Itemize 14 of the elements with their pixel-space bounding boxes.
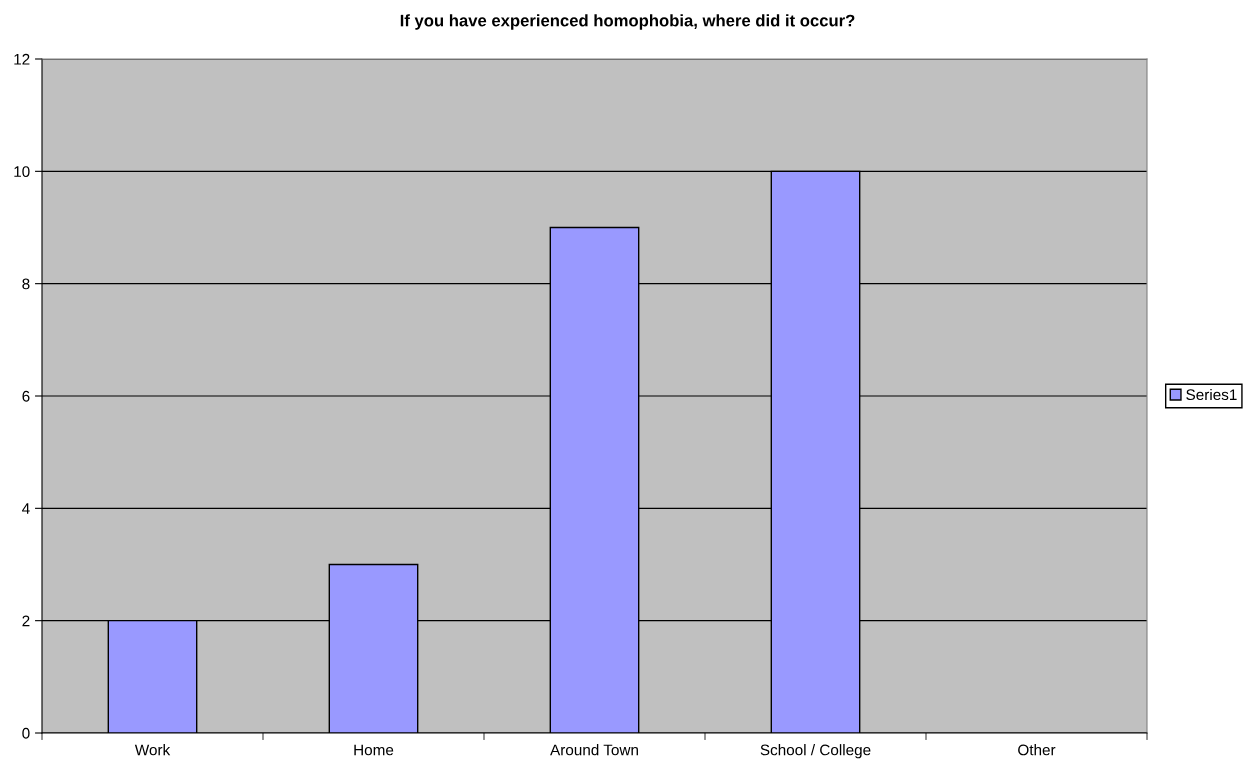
y-tick-label: 0 bbox=[22, 727, 30, 739]
x-tick-label: Work bbox=[134, 744, 171, 756]
y-tick-label: 10 bbox=[14, 166, 30, 178]
y-tick-label: 2 bbox=[22, 615, 30, 627]
y-tick-label: 4 bbox=[22, 503, 30, 514]
y-tick-label: 12 bbox=[14, 53, 30, 65]
x-tick-label: Around Town bbox=[550, 744, 638, 756]
x-tick-label: School / College bbox=[760, 744, 871, 759]
x-tick-label: Other bbox=[1018, 744, 1056, 756]
chart-title: If you have experienced homophobia, where did it occur? bbox=[400, 14, 855, 30]
x-tick-label: Home bbox=[354, 744, 394, 756]
y-tick-label: 8 bbox=[22, 278, 30, 290]
y-tick-label: 6 bbox=[22, 390, 30, 402]
legend-label: Series1 bbox=[1186, 388, 1237, 401]
